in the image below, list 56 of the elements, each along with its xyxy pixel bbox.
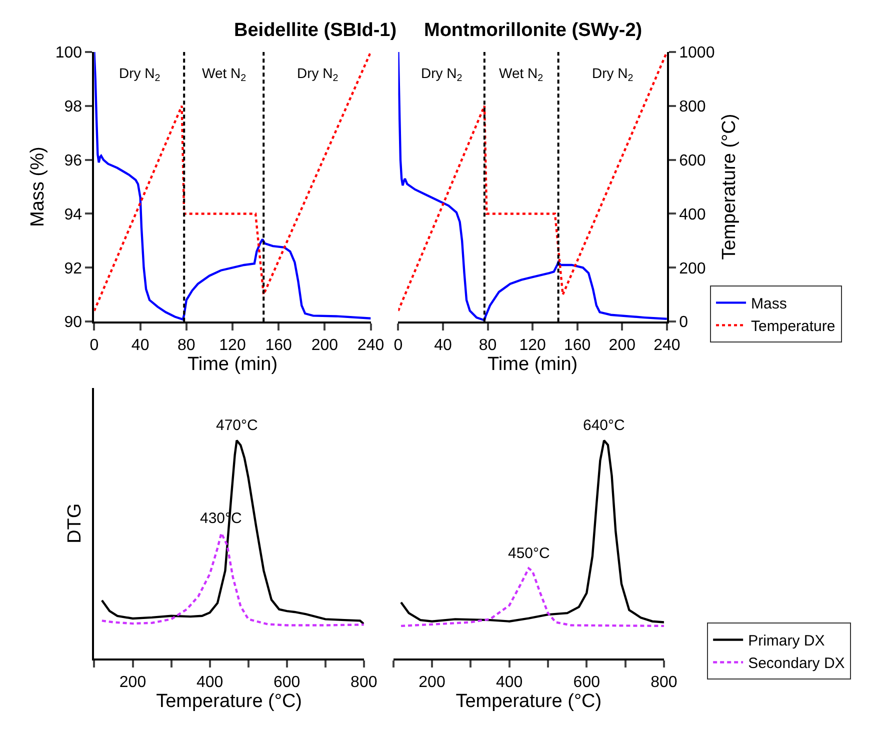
- x-axis-title: Time (min): [187, 354, 278, 376]
- legend-label: Temperature: [751, 318, 836, 336]
- y2-tick-label: 0: [679, 314, 688, 332]
- x-tick-label: 80: [478, 336, 497, 354]
- annotation: Dry N$_{2}$: [297, 65, 338, 84]
- x-tick-label: 80: [178, 336, 196, 354]
- y-tick-label: 98: [64, 98, 82, 116]
- chart-title: Beidellite (SBId-1): [234, 20, 397, 41]
- x-tick-label: 240: [357, 336, 384, 354]
- x-tick-label: 200: [119, 674, 146, 691]
- y2-tick-label: 800: [679, 98, 706, 116]
- y-tick-label: 96: [64, 152, 82, 170]
- x-tick-label: 400: [496, 674, 523, 691]
- y-axis-title: Mass (%): [28, 146, 49, 227]
- annotation: 640°C: [583, 417, 626, 434]
- x-axis-title: Temperature (°C): [456, 691, 602, 712]
- x-tick-label: 0: [90, 336, 99, 354]
- y-tick-label: 94: [64, 206, 82, 224]
- annotation: Dry N$_{2}$: [119, 65, 160, 84]
- x-tick-label: 240: [654, 336, 680, 354]
- y-tick-label: 100: [55, 44, 82, 62]
- x-tick-label: 40: [434, 336, 452, 354]
- y2-axis-title: Temperature (°C): [719, 114, 740, 260]
- y2-tick-label: 400: [679, 206, 706, 224]
- x-tick-label: 0: [394, 336, 403, 354]
- y-tick-label: 90: [64, 314, 82, 332]
- x-tick-label: 600: [573, 674, 600, 691]
- y2-tick-label: 200: [679, 260, 706, 278]
- x-tick-label: 200: [608, 336, 636, 354]
- x-tick-label: 200: [418, 674, 446, 691]
- annotation: Dry N$_{2}$: [421, 65, 462, 84]
- x-axis-title: Temperature (°C): [156, 691, 302, 712]
- annotation: 470°C: [216, 417, 258, 434]
- legend-label: Mass: [751, 296, 787, 313]
- x-tick-label: 200: [311, 336, 338, 354]
- x-tick-label: 160: [265, 336, 292, 354]
- x-tick-label: 800: [350, 674, 378, 691]
- annotation: Wet N$_{2}$: [202, 65, 246, 84]
- x-tick-label: 400: [196, 674, 224, 691]
- x-tick-label: 160: [564, 336, 591, 354]
- x-tick-label: 120: [519, 336, 546, 354]
- chart-title: Montmorillonite (SWy-2): [424, 20, 642, 41]
- legend-label: Secondary DX: [748, 655, 845, 672]
- annotation: Wet N$_{2}$: [499, 65, 544, 84]
- y2-tick-label: 1000: [679, 44, 715, 62]
- x-tick-label: 40: [131, 336, 150, 354]
- x-tick-label: 600: [274, 674, 300, 691]
- x-tick-label: 800: [650, 674, 678, 691]
- y-tick-label: 92: [64, 260, 82, 278]
- x-tick-label: 120: [219, 336, 246, 354]
- annotation: 450°C: [508, 545, 550, 562]
- y2-tick-label: 600: [679, 152, 706, 170]
- y-axis-title: DTG: [64, 503, 86, 544]
- legend-label: Primary DX: [748, 632, 825, 650]
- x-axis-title: Time (min): [488, 354, 578, 376]
- annotation: Dry N$_{2}$: [592, 65, 634, 84]
